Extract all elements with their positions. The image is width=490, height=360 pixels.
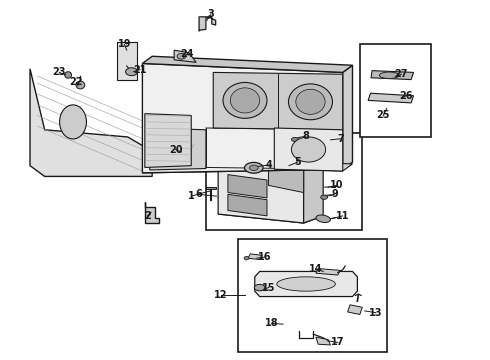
Text: 6: 6 <box>195 189 202 199</box>
Polygon shape <box>316 337 331 345</box>
Ellipse shape <box>249 165 258 171</box>
Polygon shape <box>343 65 352 169</box>
Polygon shape <box>304 148 323 223</box>
Ellipse shape <box>254 284 265 291</box>
Bar <box>238 239 387 352</box>
Text: 13: 13 <box>369 308 383 318</box>
Text: 9: 9 <box>331 189 338 199</box>
Text: 16: 16 <box>258 252 271 262</box>
Text: 20: 20 <box>169 144 182 154</box>
Text: 5: 5 <box>294 157 301 167</box>
Polygon shape <box>218 139 323 155</box>
Ellipse shape <box>76 81 85 89</box>
Ellipse shape <box>244 256 249 260</box>
Ellipse shape <box>289 84 332 120</box>
Polygon shape <box>174 50 196 62</box>
Polygon shape <box>248 254 262 260</box>
Polygon shape <box>150 128 206 170</box>
Polygon shape <box>228 194 267 216</box>
Text: 2: 2 <box>144 211 150 221</box>
Text: 22: 22 <box>70 77 83 87</box>
Polygon shape <box>274 128 343 171</box>
Text: 3: 3 <box>207 9 214 19</box>
Text: 12: 12 <box>214 290 227 300</box>
Ellipse shape <box>223 82 267 118</box>
Ellipse shape <box>277 277 335 291</box>
Polygon shape <box>218 146 304 223</box>
Polygon shape <box>143 56 352 72</box>
Polygon shape <box>274 162 352 171</box>
Ellipse shape <box>65 72 72 78</box>
Ellipse shape <box>321 195 328 199</box>
Polygon shape <box>30 69 152 176</box>
Text: 10: 10 <box>330 180 343 190</box>
Bar <box>360 44 431 137</box>
Polygon shape <box>143 63 343 173</box>
Ellipse shape <box>296 89 325 114</box>
Ellipse shape <box>316 215 330 222</box>
Polygon shape <box>213 72 343 130</box>
Text: 8: 8 <box>302 131 309 141</box>
Text: 21: 21 <box>133 64 147 75</box>
Polygon shape <box>206 187 216 189</box>
Text: 27: 27 <box>394 69 408 79</box>
Polygon shape <box>228 175 267 198</box>
Ellipse shape <box>125 68 138 76</box>
Polygon shape <box>255 271 357 297</box>
Polygon shape <box>347 305 362 315</box>
Bar <box>206 134 362 230</box>
Polygon shape <box>269 148 304 193</box>
Text: 17: 17 <box>331 337 344 347</box>
Text: 14: 14 <box>309 264 322 274</box>
Polygon shape <box>145 202 159 223</box>
Polygon shape <box>218 207 323 223</box>
Bar <box>117 42 137 80</box>
Ellipse shape <box>245 162 263 173</box>
Polygon shape <box>371 71 414 80</box>
Text: 24: 24 <box>181 49 194 59</box>
Text: 4: 4 <box>266 160 273 170</box>
Text: 25: 25 <box>376 111 390 121</box>
Ellipse shape <box>292 137 326 162</box>
Text: 15: 15 <box>262 283 275 293</box>
Ellipse shape <box>177 53 186 59</box>
Text: 11: 11 <box>336 211 349 221</box>
Polygon shape <box>145 114 191 167</box>
Text: 26: 26 <box>399 91 413 101</box>
Text: 1: 1 <box>188 191 195 201</box>
Text: 19: 19 <box>118 40 131 49</box>
Ellipse shape <box>292 138 298 141</box>
Ellipse shape <box>60 105 86 139</box>
Text: 23: 23 <box>52 67 66 77</box>
Text: 18: 18 <box>265 319 279 328</box>
Ellipse shape <box>379 72 399 78</box>
Text: 7: 7 <box>337 134 343 144</box>
Ellipse shape <box>230 88 260 113</box>
Polygon shape <box>316 269 340 275</box>
Polygon shape <box>368 93 414 103</box>
Polygon shape <box>143 162 352 173</box>
Polygon shape <box>199 17 216 31</box>
